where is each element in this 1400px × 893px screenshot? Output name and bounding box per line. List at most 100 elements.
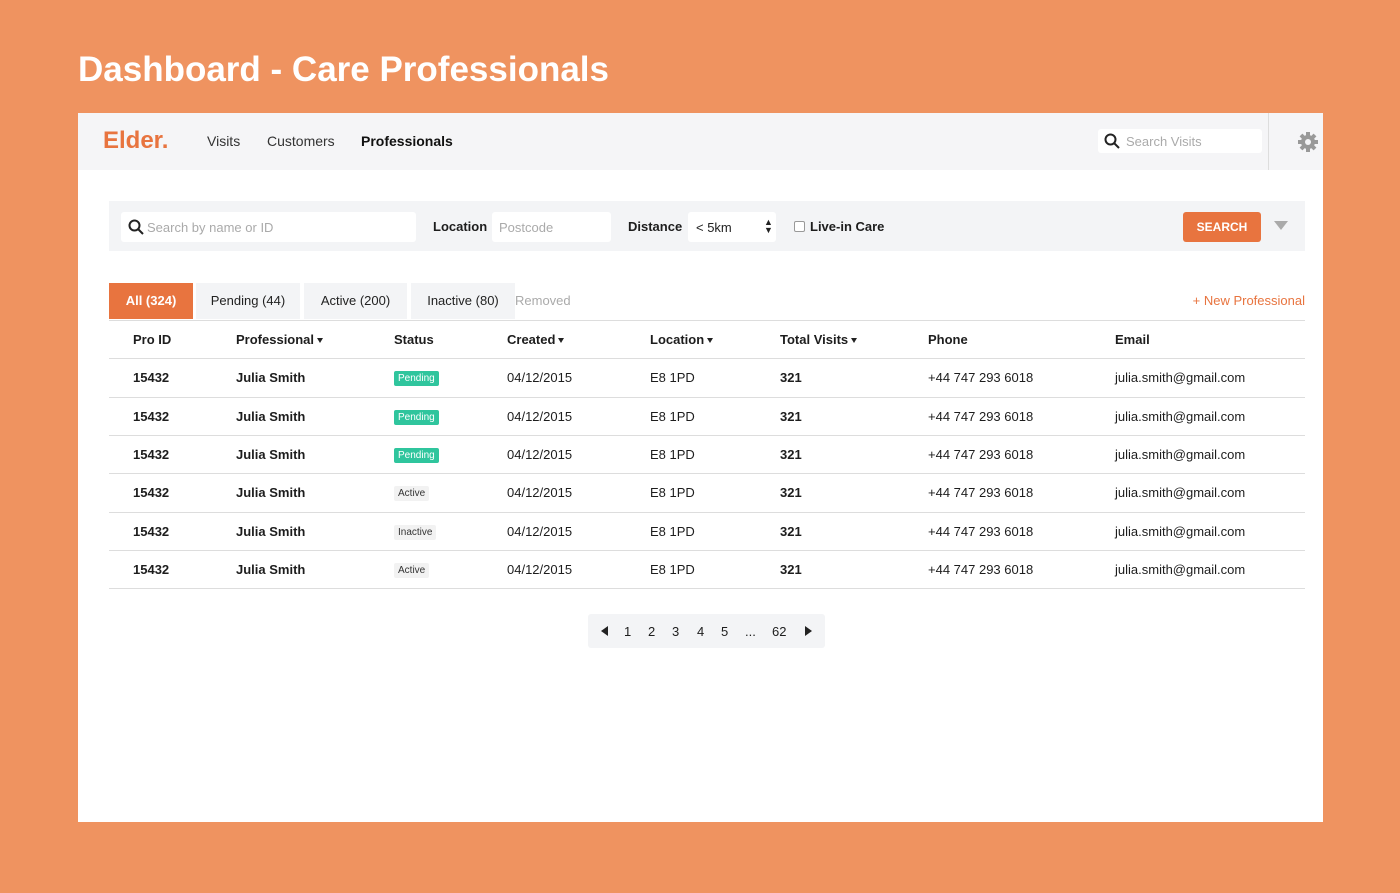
table-cell: E8 1PD bbox=[650, 408, 695, 424]
tab[interactable]: Inactive (80) bbox=[411, 283, 515, 319]
table-cell: +44 747 293 6018 bbox=[928, 446, 1034, 462]
table-cell: +44 747 293 6018 bbox=[928, 370, 1034, 386]
logo[interactable]: Elder. bbox=[103, 127, 169, 154]
nav-link[interactable]: Customers bbox=[267, 133, 335, 149]
column-header[interactable]: Professional bbox=[236, 332, 323, 347]
table-cell: 321 bbox=[780, 408, 802, 424]
live-in-label: Live-in Care bbox=[810, 219, 885, 234]
new-professional-button[interactable]: + New Professional bbox=[1192, 293, 1305, 308]
table-cell: +44 747 293 6018 bbox=[928, 485, 1034, 501]
table-cell: E8 1PD bbox=[650, 485, 695, 501]
select-arrows: ▲ ▼ bbox=[764, 217, 773, 235]
status-badge: Inactive bbox=[394, 524, 437, 540]
table-cell: julia.smith@gmail.com bbox=[1115, 408, 1246, 424]
distance-label: Distance bbox=[628, 219, 683, 234]
search-icon bbox=[128, 219, 144, 235]
table-cell: julia.smith@gmail.com bbox=[1115, 485, 1246, 501]
distance-select[interactable]: < 5km ▲ ▼ bbox=[688, 212, 776, 242]
row-divider bbox=[109, 434, 1305, 436]
table-cell: 15432 bbox=[133, 561, 170, 577]
page-number[interactable]: 62 bbox=[772, 624, 787, 639]
filter-bar: Search by name or ID Location Postcode D… bbox=[109, 201, 1305, 251]
table-cell: 04/12/2015 bbox=[507, 523, 573, 539]
table-cell: julia.smith@gmail.com bbox=[1115, 523, 1246, 539]
status-badge: Pending bbox=[394, 371, 439, 387]
status-badge: Active bbox=[394, 486, 430, 502]
table-cell: +44 747 293 6018 bbox=[928, 561, 1034, 577]
nav-bar: Elder. Search Visits Visits Customers Prof… bbox=[78, 113, 1323, 170]
table-cell: 04/12/2015 bbox=[507, 408, 573, 424]
column-header: Email bbox=[1115, 332, 1150, 347]
tab[interactable]: Removed bbox=[515, 293, 571, 308]
table-cell: 321 bbox=[780, 446, 802, 462]
table-cell: E8 1PD bbox=[650, 446, 695, 462]
search-placeholder: Search by name or ID bbox=[147, 220, 274, 235]
table-cell: 15432 bbox=[133, 370, 170, 386]
table-cell: +44 747 293 6018 bbox=[928, 408, 1034, 424]
page-number[interactable]: 3 bbox=[672, 624, 680, 639]
column-header: Pro ID bbox=[133, 332, 172, 347]
column-header[interactable]: Total Visits bbox=[780, 332, 857, 347]
search-input[interactable]: Search by name or ID bbox=[121, 212, 416, 242]
column-header: Phone bbox=[928, 332, 968, 347]
table-cell: 04/12/2015 bbox=[507, 370, 573, 386]
settings-icon[interactable] bbox=[1297, 131, 1319, 153]
column-header[interactable]: Location bbox=[650, 332, 713, 347]
location-label: Location bbox=[433, 219, 488, 234]
page-number[interactable]: ... bbox=[745, 624, 756, 639]
table-cell: 04/12/2015 bbox=[507, 485, 573, 501]
table-cell: E8 1PD bbox=[650, 561, 695, 577]
tab[interactable]: Active (200) bbox=[304, 283, 407, 319]
tab[interactable]: Pending (44) bbox=[196, 283, 300, 319]
table-cell: Julia Smith bbox=[236, 408, 306, 424]
divider bbox=[109, 320, 1305, 321]
table-cell: 04/12/2015 bbox=[507, 446, 573, 462]
table-cell: +44 747 293 6018 bbox=[928, 523, 1034, 539]
status-badge: Pending bbox=[394, 447, 439, 463]
nav-search[interactable]: Search Visits bbox=[1098, 129, 1262, 153]
table-cell: E8 1PD bbox=[650, 370, 695, 386]
row-divider bbox=[109, 396, 1305, 398]
page-number[interactable]: 2 bbox=[648, 624, 656, 639]
column-header: Status bbox=[394, 332, 434, 347]
status-badge: Pending bbox=[394, 409, 439, 425]
expand-icon[interactable] bbox=[1274, 221, 1288, 230]
nav-link[interactable]: Professionals bbox=[361, 133, 453, 149]
page-title: Dashboard - Care Professionals bbox=[78, 50, 609, 89]
card: Elder. Search Visits Visits Customers Prof… bbox=[78, 113, 1323, 822]
row-divider bbox=[109, 473, 1305, 475]
table-cell: 321 bbox=[780, 370, 802, 386]
table-cell: julia.smith@gmail.com bbox=[1115, 446, 1246, 462]
row-divider bbox=[109, 511, 1305, 513]
live-in-checkbox[interactable] bbox=[794, 221, 805, 232]
row-divider bbox=[109, 358, 1305, 360]
table-cell: Julia Smith bbox=[236, 523, 306, 539]
table-cell: 15432 bbox=[133, 408, 170, 424]
table-cell: 321 bbox=[780, 561, 802, 577]
postcode-placeholder: Postcode bbox=[499, 220, 554, 235]
page-number[interactable]: 1 bbox=[624, 624, 632, 639]
page-number[interactable]: 5 bbox=[721, 624, 729, 639]
search-icon bbox=[1104, 133, 1120, 149]
table-cell: 15432 bbox=[133, 485, 170, 501]
table-cell: E8 1PD bbox=[650, 523, 695, 539]
table-cell: 15432 bbox=[133, 446, 170, 462]
separator bbox=[1268, 113, 1269, 170]
table-cell: Julia Smith bbox=[236, 370, 306, 386]
status-badge: Active bbox=[394, 562, 430, 578]
table-cell: 04/12/2015 bbox=[507, 561, 573, 577]
page-number[interactable]: 4 bbox=[697, 624, 705, 639]
table-cell: Julia Smith bbox=[236, 485, 306, 501]
next-page[interactable] bbox=[805, 626, 812, 636]
distance-value: < 5km bbox=[696, 220, 732, 235]
prev-page[interactable] bbox=[601, 626, 608, 636]
row-divider bbox=[109, 549, 1305, 551]
search-button[interactable]: SEARCH bbox=[1183, 212, 1261, 242]
column-header[interactable]: Created bbox=[507, 332, 564, 347]
pagination: 1 2 3 4 5... 62 bbox=[588, 614, 825, 648]
postcode-input[interactable]: Postcode bbox=[492, 212, 611, 242]
nav-link[interactable]: Visits bbox=[207, 133, 241, 149]
tab[interactable]: All (324) bbox=[109, 283, 193, 319]
table-cell: Julia Smith bbox=[236, 561, 306, 577]
